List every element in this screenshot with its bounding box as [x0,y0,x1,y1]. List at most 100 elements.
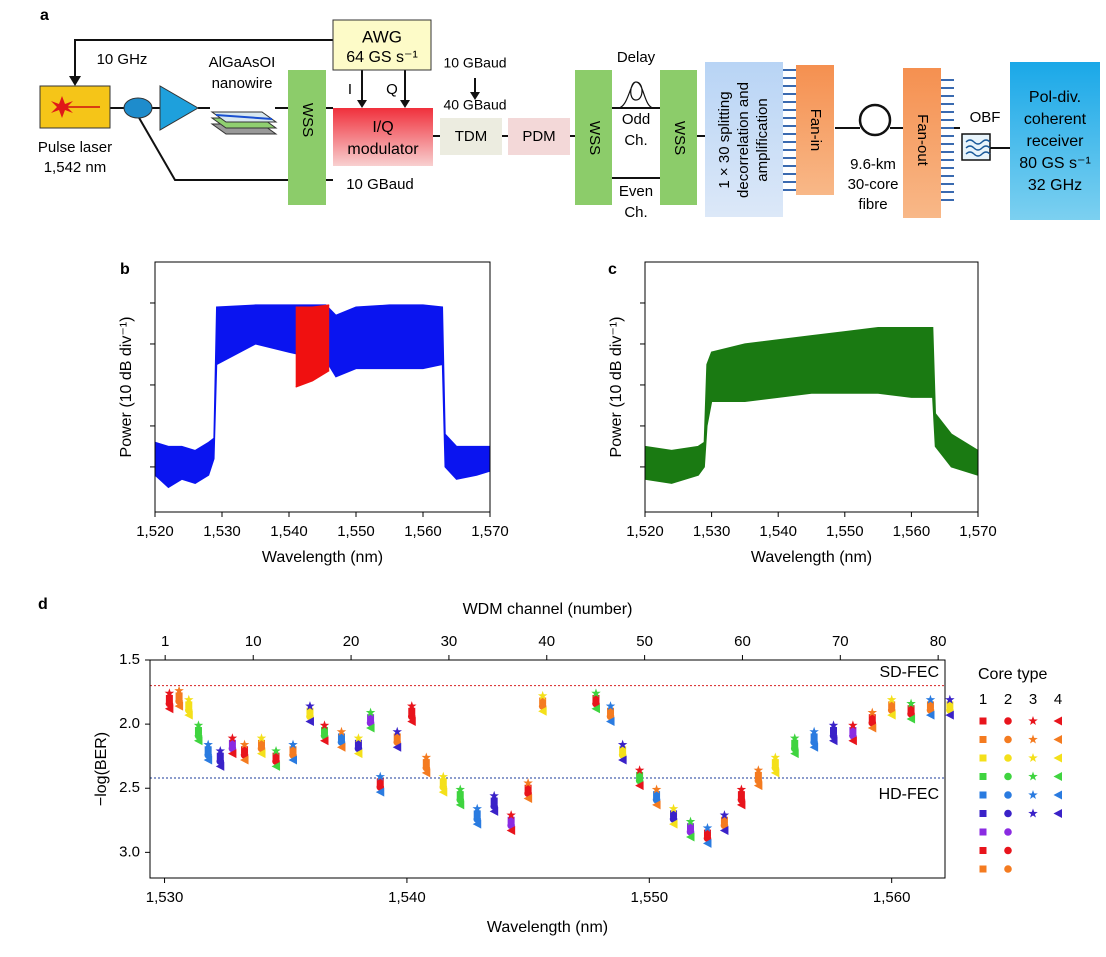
x2-tick-label: 50 [636,633,653,650]
nanowire [215,114,273,120]
x-tick-label: 1,540 [270,523,308,540]
label: Fan-out [914,114,931,167]
marker [888,701,896,709]
marker [305,717,314,727]
label: 10 GBaud [346,176,414,193]
marker [523,793,533,803]
marker [241,746,249,754]
marker [789,733,800,743]
marker [652,800,661,810]
marker [215,746,226,756]
marker [456,791,464,799]
marker [523,778,533,788]
amplifier [159,85,199,131]
x2-axis-label: WDM channel (number) [463,601,633,618]
marker [455,800,465,810]
marker [606,717,615,727]
marker [489,806,499,816]
label: Q [386,81,398,98]
marker [227,749,237,759]
marker [770,752,781,762]
marker [539,697,547,705]
label: 10 GBaud [443,55,506,71]
x-tick-label: 1,530 [203,523,241,540]
label: 80 GS s⁻¹ [1019,155,1091,172]
legend-marker [1028,771,1038,781]
marker [289,746,297,754]
marker [591,688,601,698]
y-tick-label: 1.5 [119,651,140,668]
marker [507,816,515,824]
panel-label: a [40,7,49,24]
label: Ch. [624,204,647,221]
marker [720,816,728,824]
marker [407,701,417,711]
arrow [69,76,81,86]
wss [575,70,612,205]
marker [867,707,878,717]
marker [319,720,330,730]
spectrum-upper [644,326,979,452]
marker [288,755,298,765]
marker [737,791,745,799]
marker [271,761,281,771]
x2-tick-label: 80 [930,633,947,650]
label: I/Q [372,119,393,136]
marker [925,694,936,704]
arrow [470,92,480,100]
marker [422,759,430,767]
label: WSS [671,121,688,155]
spectrum-fill [155,305,490,488]
marker [651,784,662,794]
marker [336,742,346,752]
legend-label: 2 [1004,691,1012,708]
marker [421,752,432,762]
y-axis-label: −log(BER) [93,732,110,806]
label: I [348,81,352,98]
marker [506,810,516,820]
label: 32 GHz [1028,177,1082,194]
filter-icon [965,139,991,157]
marker [634,765,645,775]
marker [392,742,402,752]
y-tick-label: 2.5 [119,779,140,796]
legend-title: Core type [978,666,1047,683]
marker [887,710,896,720]
legend-marker [979,791,987,799]
marker [228,739,236,747]
marker [770,768,780,778]
legend-marker [1053,753,1062,763]
marker [592,694,600,702]
panel-label: b [120,261,130,278]
legend-marker [979,717,987,725]
marker [926,701,934,709]
marker [421,768,431,778]
label: coherent [1024,111,1087,128]
legend-marker [1004,717,1012,725]
marker [165,694,173,702]
marker [607,707,615,715]
x-axis-label: Wavelength (nm) [751,549,872,566]
x2-tick-label: 40 [538,633,555,650]
x-tick-label: 1,560 [873,889,911,906]
x2-tick-label: 10 [245,633,262,650]
marker [719,826,729,836]
marker [271,746,281,756]
label: 64 GS s⁻¹ [346,49,418,66]
legend-marker [1004,754,1012,762]
marker [375,787,385,797]
label: nanowire [212,75,273,92]
label: receiver [1027,133,1085,150]
label: 30-core [848,176,899,193]
marker [193,720,204,730]
x-tick-label: 1,550 [337,523,375,540]
marker [367,714,375,722]
marker [828,720,839,730]
pdm [508,118,570,155]
marker [907,705,915,713]
x-tick-label: 1,540 [759,523,797,540]
marker [203,739,213,749]
label: 1 × 30 splitting [716,91,733,188]
x-tick-label: 1,520 [626,523,664,540]
marker [925,710,935,720]
